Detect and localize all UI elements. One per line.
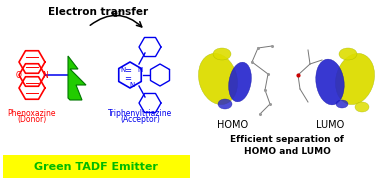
Text: N: N: [42, 70, 48, 80]
Text: N: N: [129, 82, 134, 88]
FancyBboxPatch shape: [3, 155, 190, 178]
Ellipse shape: [355, 102, 369, 112]
Text: =: =: [124, 66, 132, 76]
Text: Green TADF Emitter: Green TADF Emitter: [34, 161, 158, 171]
Ellipse shape: [213, 48, 231, 60]
Text: Triphenyltriazine: Triphenyltriazine: [108, 109, 172, 118]
Ellipse shape: [229, 62, 251, 102]
Ellipse shape: [316, 59, 344, 105]
Text: (Acceptor): (Acceptor): [120, 115, 160, 124]
Text: HOMO: HOMO: [217, 120, 249, 130]
Text: e⁻: e⁻: [112, 9, 122, 19]
Text: N: N: [137, 67, 143, 73]
Text: Phenoxazine: Phenoxazine: [8, 109, 56, 118]
Ellipse shape: [339, 48, 357, 60]
Ellipse shape: [218, 99, 232, 109]
Text: Efficient separation of: Efficient separation of: [230, 136, 344, 145]
Ellipse shape: [198, 53, 237, 105]
Text: O: O: [16, 70, 22, 80]
Ellipse shape: [335, 53, 375, 105]
Polygon shape: [68, 56, 86, 100]
Text: Electron transfer: Electron transfer: [48, 7, 148, 17]
Text: LUMO: LUMO: [316, 120, 344, 130]
FancyArrowPatch shape: [90, 15, 142, 27]
Text: HOMO and LUMO: HOMO and LUMO: [243, 147, 330, 157]
Text: =: =: [124, 74, 132, 84]
Ellipse shape: [336, 100, 348, 108]
Text: (Donor): (Donor): [17, 115, 46, 124]
Text: N: N: [121, 67, 125, 73]
